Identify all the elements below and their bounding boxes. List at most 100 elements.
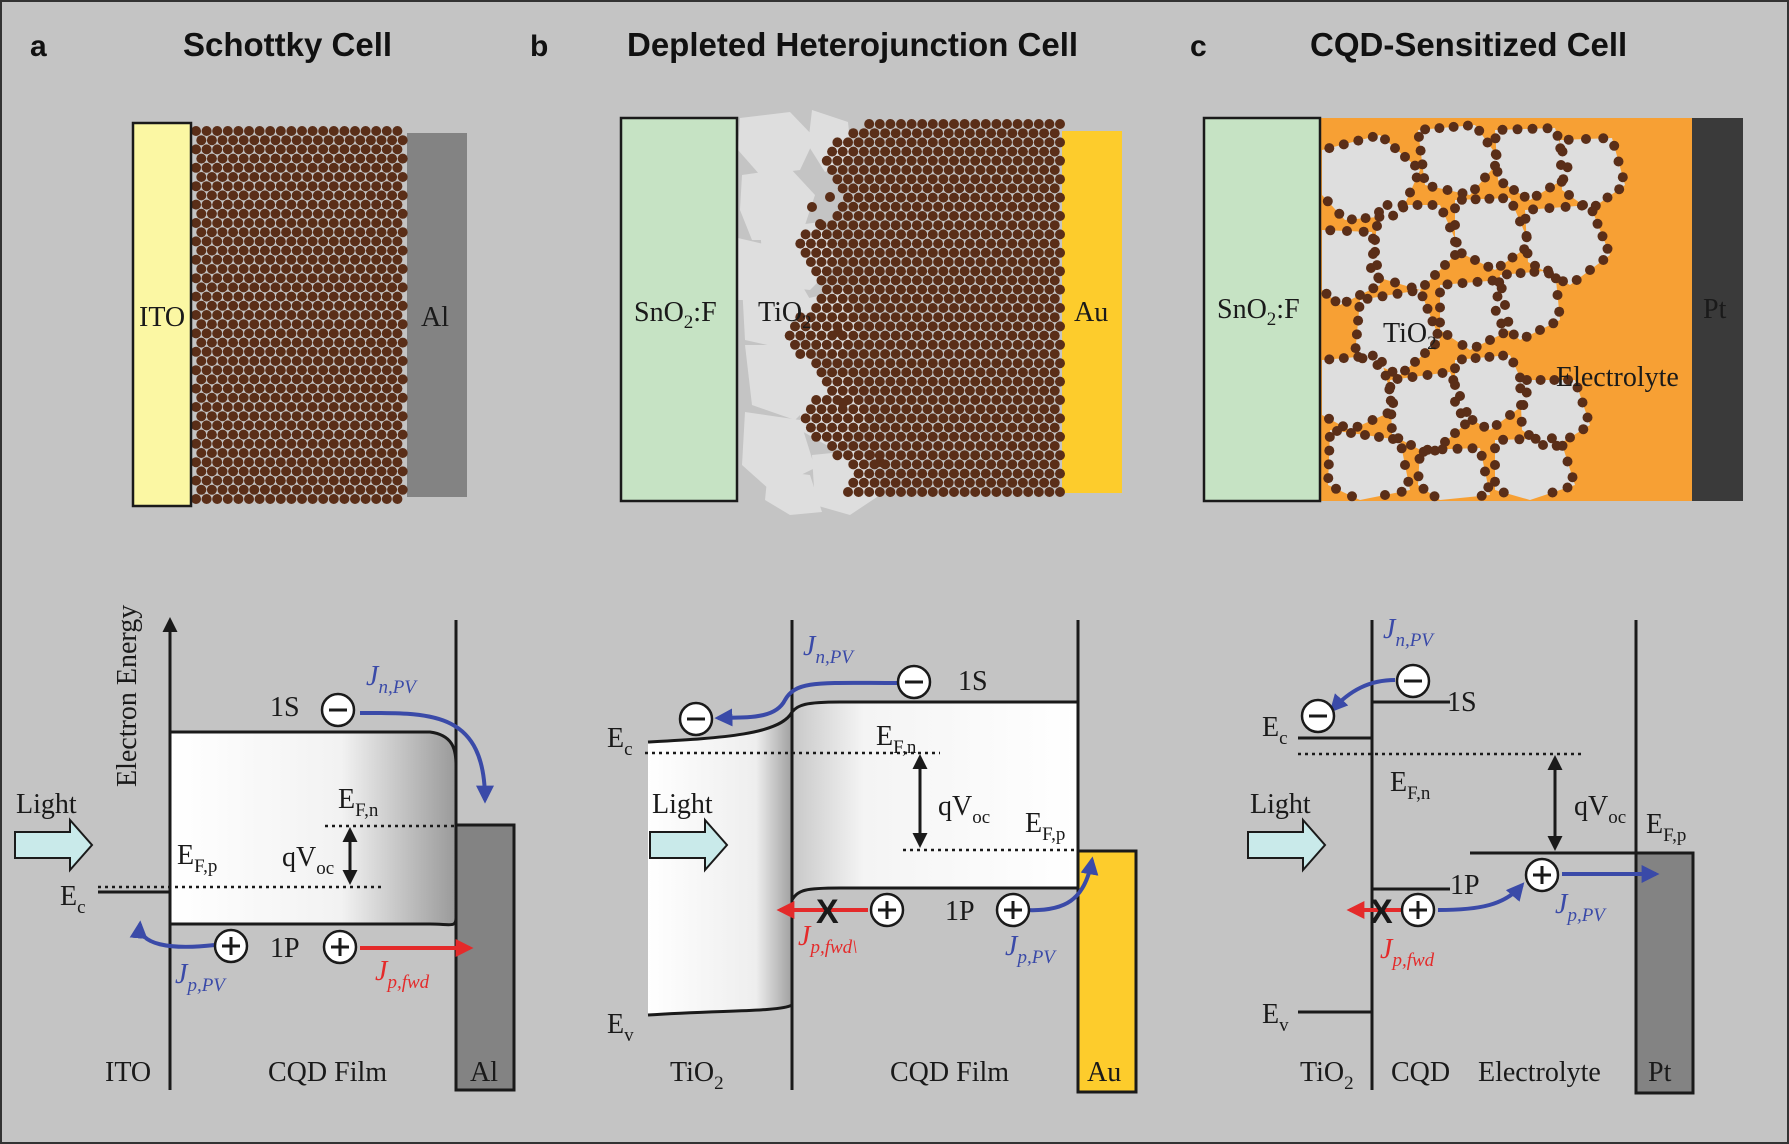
quantum-dot [212, 346, 223, 357]
quantum-dot [901, 183, 912, 194]
quantum-dot [392, 126, 403, 136]
quantum-dot [1484, 351, 1495, 362]
quantum-dot [244, 475, 254, 486]
quantum-dot [228, 411, 239, 422]
quantum-dot [344, 484, 355, 495]
quantum-dot [233, 438, 244, 449]
quantum-dot [222, 254, 233, 265]
quantum-dot [811, 358, 822, 369]
quantum-dot [1352, 421, 1363, 432]
quantum-dot [933, 459, 944, 470]
quantum-dot [233, 126, 244, 136]
quantum-dot [943, 257, 954, 267]
quantum-dot [980, 395, 991, 405]
quantum-dot [821, 339, 832, 350]
quantum-dot [392, 254, 403, 265]
quantum-dot [869, 275, 880, 286]
quantum-dot [196, 208, 207, 219]
quantum-dot [1456, 248, 1467, 259]
quantum-dot [371, 494, 382, 504]
quantum-dot [949, 487, 959, 497]
quantum-dot [1012, 229, 1023, 240]
quantum-dot [885, 303, 896, 313]
quantum-dot [805, 349, 816, 359]
quantum-dot [800, 413, 811, 424]
quantum-dot [1491, 150, 1502, 160]
quantum-dot [217, 392, 228, 403]
quantum-dot [381, 199, 392, 210]
quantum-dot [1380, 370, 1391, 381]
quantum-dot [858, 183, 869, 194]
quantum-dot [1055, 431, 1065, 442]
quantum-dot [297, 310, 307, 320]
quantum-dot [927, 211, 938, 221]
quantum-dot [233, 365, 244, 376]
quantum-dot [949, 339, 959, 350]
quantum-dot [339, 291, 350, 302]
quantum-dot [843, 247, 853, 258]
quantum-dot [350, 273, 360, 284]
quantum-dot [906, 192, 917, 203]
quantum-dot [896, 247, 906, 258]
quantum-dot [869, 367, 880, 378]
quantum-dot [355, 466, 366, 477]
quantum-dot [832, 211, 843, 221]
quantum-dot [911, 165, 922, 175]
quantum-dot [270, 135, 281, 146]
quantum-dot [837, 165, 848, 175]
quantum-dot [244, 126, 254, 136]
quantum-dot [1546, 433, 1557, 444]
quantum-dot [1508, 357, 1519, 368]
quantum-dot [196, 484, 207, 495]
quantum-dot [191, 346, 201, 357]
quantum-dot [233, 420, 244, 431]
quantum-dot [328, 438, 339, 449]
quantum-dot [297, 346, 307, 357]
quantum-dot [275, 181, 286, 192]
quantum-dot [233, 144, 244, 155]
quantum-dot [1049, 477, 1060, 488]
quantum-dot [1012, 413, 1023, 424]
quantum-dot [1012, 192, 1023, 203]
quantum-dot [206, 282, 217, 293]
quantum-dot [1002, 192, 1012, 203]
quantum-dot [376, 264, 387, 274]
quantum-dot [307, 402, 318, 412]
quantum-dot [1422, 303, 1433, 314]
quantum-dot [318, 254, 329, 265]
quantum-dot [1012, 303, 1023, 313]
quantum-dot [334, 300, 345, 311]
quantum-dot [853, 229, 864, 240]
bottom-pt-c: Pt [1648, 1057, 1672, 1088]
quantum-dot [355, 484, 366, 495]
quantum-dot [949, 303, 959, 313]
quantum-dot [381, 402, 392, 412]
quantum-dot [307, 218, 318, 228]
quantum-dot [339, 310, 350, 320]
quantum-dot [1002, 303, 1012, 313]
quantum-dot [201, 236, 212, 247]
quantum-dot [827, 293, 838, 304]
quantum-dot [365, 392, 376, 403]
quantum-dot [906, 247, 917, 258]
quantum-dot [254, 402, 265, 412]
quantum-dot [874, 487, 885, 497]
quantum-dot [901, 257, 912, 267]
quantum-dot [307, 457, 318, 468]
quantum-dot [312, 172, 323, 182]
quantum-dot [848, 238, 859, 249]
quantum-dot [397, 135, 408, 146]
quantum-dot [376, 411, 387, 422]
quantum-dot [890, 459, 901, 470]
ec-label-b: Ec [607, 723, 633, 760]
quantum-dot [1017, 128, 1028, 139]
quantum-dot [885, 450, 896, 461]
quantum-dot [827, 238, 838, 249]
quantum-dot [328, 254, 339, 265]
quantum-dot [392, 273, 403, 284]
quantum-dot [927, 395, 938, 405]
quantum-dot [1411, 172, 1422, 183]
quantum-dot [980, 376, 991, 387]
quantum-dot [858, 312, 869, 323]
quantum-dot [339, 162, 350, 173]
